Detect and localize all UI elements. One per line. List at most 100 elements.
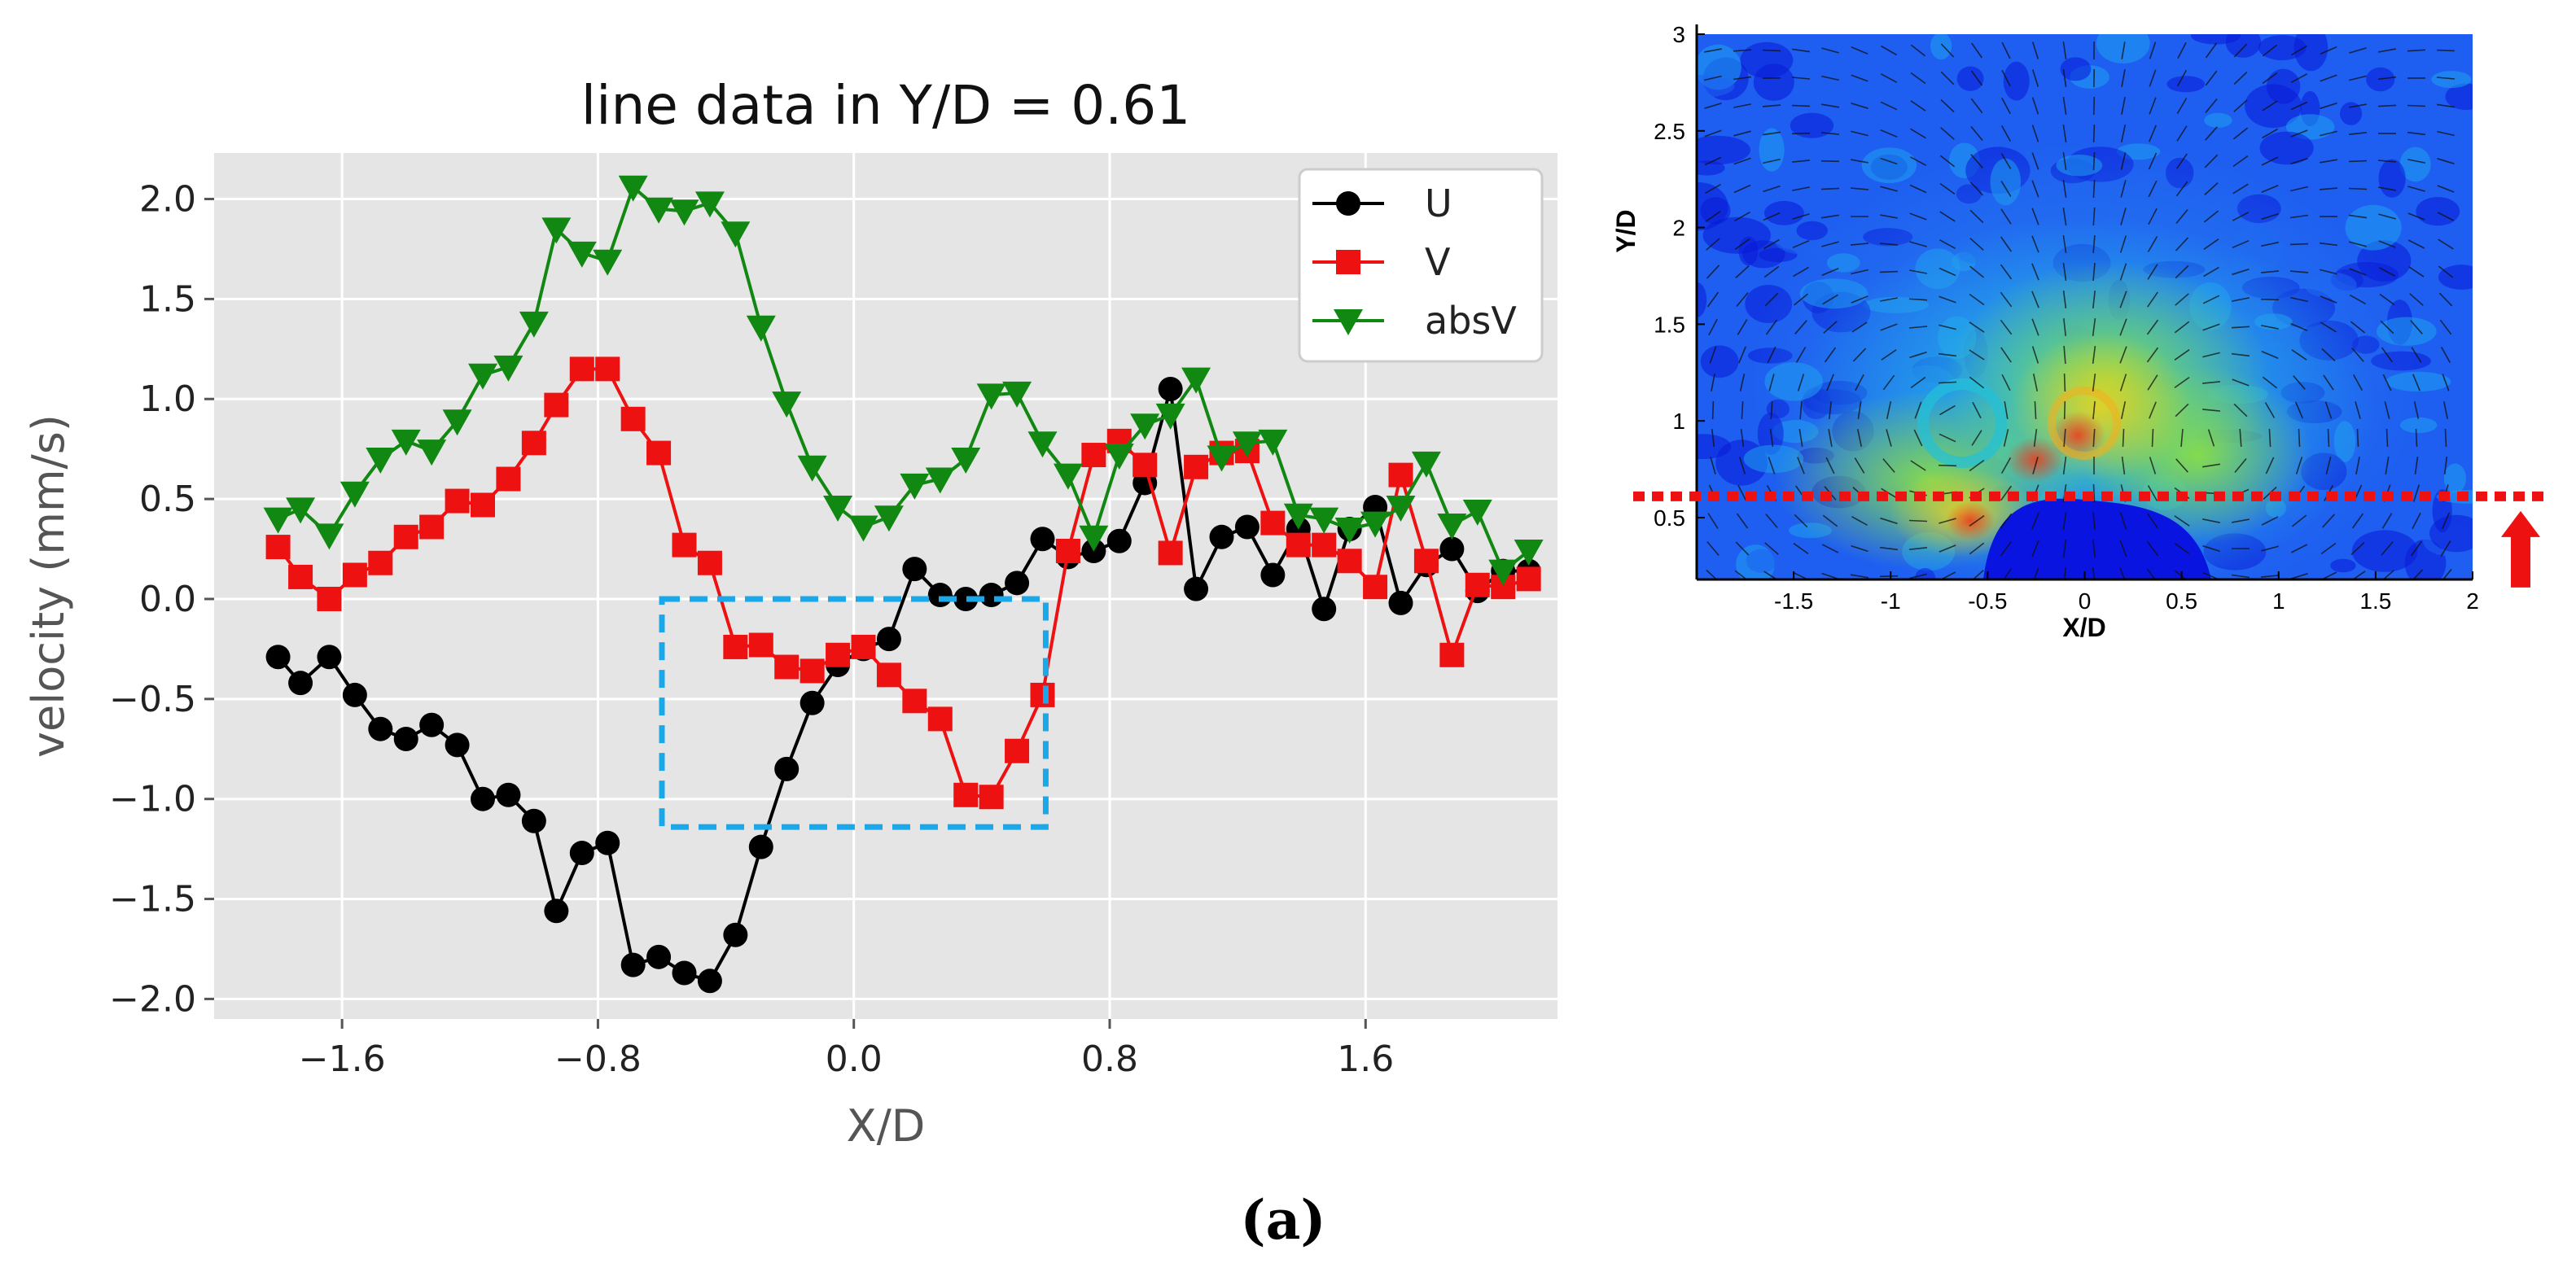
velocity-vector (2232, 352, 2250, 357)
inset-x-tick-label: 1.5 (2359, 588, 2391, 614)
velocity-vector (2062, 511, 2067, 531)
velocity-vector (2412, 374, 2420, 391)
velocity-vector (2232, 297, 2250, 302)
velocity-vector (1970, 125, 1983, 142)
velocity-vector (1880, 297, 1898, 302)
heatmap-noise-patch (1790, 112, 1834, 138)
heatmap-noise-patch (2429, 514, 2473, 553)
velocity-vector (2320, 74, 2337, 82)
velocity-vector (2120, 208, 2127, 225)
velocity-vector (1910, 100, 1926, 111)
vortex-ring-right (2048, 387, 2121, 460)
velocity-vector (1881, 488, 1897, 499)
velocity-vector (2407, 239, 2425, 249)
velocity-vector (2412, 484, 2420, 502)
data-point-absV (976, 383, 1006, 410)
data-point-U (902, 557, 927, 582)
velocity-vector (2295, 457, 2303, 474)
velocity-vector (1734, 211, 1750, 222)
velocity-vector (2355, 457, 2360, 474)
velocity-vector (1799, 400, 1803, 420)
velocity-vector (2261, 351, 2279, 359)
velocity-vector (2063, 345, 2066, 365)
velocity-vector (2001, 69, 2011, 87)
data-point-U (569, 841, 594, 866)
velocity-vector (2378, 267, 2396, 277)
data-point-absV (644, 197, 674, 224)
velocity-vector (2003, 429, 2009, 447)
data-point-absV (1462, 499, 1492, 526)
data-point-absV (493, 355, 524, 382)
velocity-vector (1740, 428, 1745, 448)
data-point-absV (1027, 431, 1058, 458)
velocity-vector (2441, 512, 2451, 530)
velocity-vector (2320, 102, 2337, 110)
data-point-V (569, 356, 594, 382)
data-point-absV (1488, 559, 1518, 586)
velocity-vector (2234, 457, 2247, 474)
velocity-vector (2262, 128, 2278, 139)
velocity-vector (1939, 433, 1956, 443)
velocity-vector (2121, 69, 2126, 87)
heatmap-noise-patch (2340, 102, 2363, 125)
velocity-vector (2119, 263, 2127, 281)
velocity-vector (1707, 513, 1719, 529)
velocity-vector (2175, 208, 2188, 225)
heatmap-noise-patch (1697, 282, 1707, 317)
line-chart: line data in Y/D = 0.61 −2.0 −1.5 −1.0 −0.5… (23, 74, 1557, 1152)
velocity-vector (2349, 268, 2367, 276)
data-point-U (876, 627, 901, 652)
velocity-vector (1970, 98, 1983, 114)
velocity-vector (2321, 348, 2336, 362)
velocity-vector (1939, 518, 1956, 524)
inset-y-tick-label: 2.5 (1654, 119, 1685, 144)
velocity-vector (2442, 568, 2452, 579)
velocity-vector (2119, 567, 2126, 579)
inset-x-tick-label: -1 (1881, 588, 1901, 614)
velocity-vector (2350, 541, 2365, 556)
velocity-vector (2320, 269, 2337, 275)
data-point-U (595, 830, 620, 855)
velocity-vector (1706, 569, 1718, 579)
velocity-vector (2378, 240, 2396, 248)
heatmap-region-red-3 (1946, 501, 1995, 540)
velocity-vector (1882, 458, 1895, 473)
velocity-vector (1709, 346, 1717, 364)
velocity-vector (2320, 542, 2337, 555)
velocity-vector (1821, 268, 1839, 276)
data-point-V (800, 658, 825, 684)
velocity-vector (2382, 374, 2392, 391)
velocity-vector (2092, 151, 2096, 171)
data-point-V (1260, 510, 1286, 536)
velocity-vector (2062, 539, 2067, 558)
velocity-vector (2381, 541, 2394, 556)
velocity-vector (2205, 126, 2218, 141)
velocity-vector (1909, 184, 1927, 194)
heatmap-noise-patch (2399, 146, 2431, 182)
velocity-vector (2092, 428, 2096, 448)
velocity-vector (2149, 457, 2157, 474)
velocity-vector (2203, 266, 2219, 278)
y-tick-label: −0.5 (109, 679, 196, 720)
data-point-V (748, 632, 773, 658)
velocity-vector (2092, 317, 2096, 337)
velocity-vector (2262, 100, 2278, 111)
velocity-vector (2289, 243, 2309, 246)
x-tick-label: −0.8 (554, 1038, 642, 1080)
velocity-vector (2351, 513, 2364, 529)
legend-marker-absV (1334, 309, 1363, 335)
inset-x-tick-label: 0 (2079, 588, 2092, 614)
velocity-vector (2031, 152, 2039, 170)
data-point-absV (721, 221, 751, 248)
velocity-vector (1850, 187, 1869, 190)
data-point-V (419, 514, 445, 540)
x-tick-label: 0.0 (826, 1038, 883, 1080)
velocity-vector (2443, 401, 2448, 419)
velocity-vector (2031, 291, 2039, 308)
velocity-vector (2202, 544, 2220, 553)
heatmap-noise-patch (2330, 558, 2356, 573)
data-point-V (927, 706, 953, 732)
velocity-vector (2356, 428, 2359, 448)
velocity-vector (1850, 574, 1869, 579)
velocity-vector (2031, 540, 2039, 557)
